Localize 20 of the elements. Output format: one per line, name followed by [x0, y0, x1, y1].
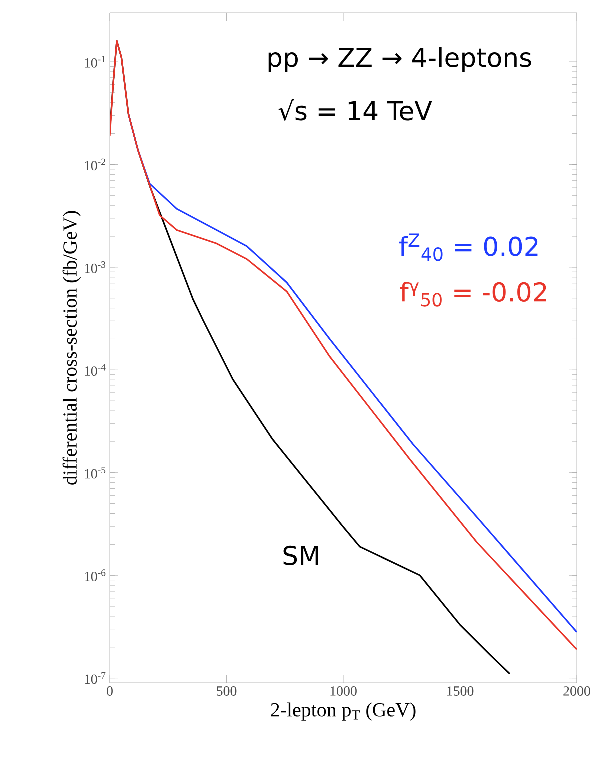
y-axis-title: differential cross-section (fb/GeV) — [62, 211, 82, 485]
y-tick-label: 10$^{-4}$ — [85, 364, 106, 376]
annotation: √s = 14 TeV — [278, 99, 432, 121]
line-series — [110, 40, 578, 650]
x-tick-label: 2000 — [564, 686, 590, 696]
x-tick-label: 1500 — [448, 686, 474, 696]
y-tick-label: 10$^{-1}$ — [85, 56, 106, 68]
y-tick-label: 10$^{-2}$ — [85, 158, 106, 171]
annotation: pp → ZZ → 4-leptons — [268, 47, 532, 72]
y-tick-label: 10$^{-5}$ — [85, 467, 106, 479]
series-label: SM — [284, 546, 318, 566]
y-tick-label: 10$^{-6}$ — [85, 570, 106, 582]
y-tick-label: 10$^{-3}$ — [85, 262, 106, 274]
x-tick-label: 1000 — [330, 686, 357, 696]
text: f$^{Z}$$_{40}$ = 0.02 — [399, 234, 538, 262]
x-tick-label: 0 — [107, 686, 113, 696]
x-tick-label: 500 — [217, 686, 237, 696]
y-tick-label: 10$^{-7}$ — [85, 672, 106, 684]
text: f$^{γ}$$_{50}$ = -0.02 — [400, 282, 546, 307]
x-axis-title: 2-lepton p$_{T}$ (GeV) — [271, 702, 416, 721]
